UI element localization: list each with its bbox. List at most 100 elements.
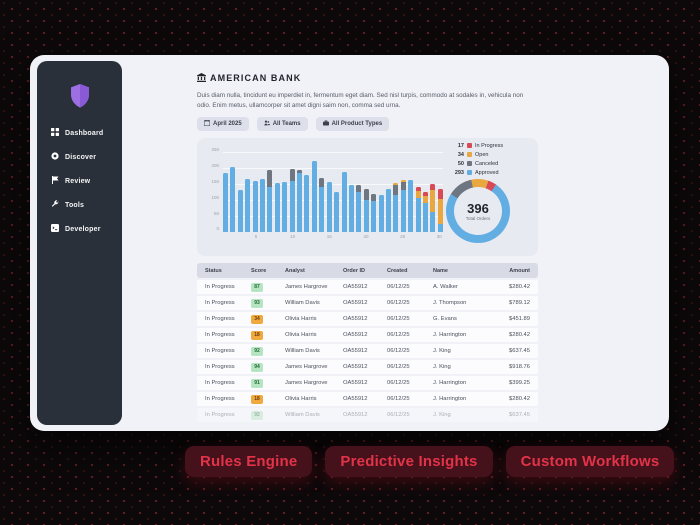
- cell-score: 92: [251, 410, 285, 420]
- bar: [408, 179, 414, 232]
- cell-score: 34: [251, 314, 285, 324]
- bar: [400, 179, 406, 232]
- bar: [230, 167, 236, 232]
- cell-score: 18: [251, 394, 285, 404]
- chart-legend: 17 In Progress 34 Open 50 Canceled 293 Approved: [449, 141, 533, 177]
- predictive-insights-button[interactable]: Predictive Insights: [325, 446, 493, 477]
- wrench-icon: [51, 200, 59, 210]
- filter-product-types-label: All Product Types: [331, 121, 383, 127]
- cell-name: J. Harrington: [433, 332, 467, 338]
- donut-chart: 396 Total Orders: [446, 179, 510, 243]
- cell-amount: $451.89: [509, 316, 530, 322]
- sidebar-item-dashboard[interactable]: Dashboard: [37, 121, 122, 145]
- cell-status: In Progress: [205, 380, 235, 386]
- bar: [430, 184, 436, 232]
- table-row[interactable]: In Progress 92 William Davis OA55912 06/12/2…: [197, 344, 538, 358]
- cell-order-id: OA55912: [343, 332, 368, 338]
- table-row[interactable]: In Progress 18 Olivia Harris OA55912 06/12/2…: [197, 392, 538, 406]
- bar: [385, 189, 391, 232]
- bar: [289, 169, 295, 232]
- app-window: Dashboard Discover Review Tools Develope…: [30, 55, 669, 431]
- table-row[interactable]: In Progress 93 William Davis OA55912 06/12/2…: [197, 296, 538, 310]
- page-title: AMERICAN BANK: [210, 73, 302, 83]
- table-row[interactable]: In Progress 91 James Hargrove OA55912 06/12/…: [197, 376, 538, 390]
- legend-swatch: [467, 161, 472, 166]
- x-axis: 5 10 15 20 25 30: [254, 234, 442, 239]
- col-analyst: Analyst: [285, 267, 305, 274]
- filter-date[interactable]: April 2025: [197, 117, 249, 131]
- cell-analyst: William Davis: [285, 300, 320, 306]
- col-status: Status: [205, 267, 222, 274]
- cell-created: 06/12/25: [387, 364, 410, 370]
- cell-name: J. King: [433, 348, 451, 354]
- sidebar-item-label: Discover: [65, 153, 97, 161]
- target-icon: [51, 152, 59, 162]
- score-badge: 34: [251, 314, 263, 324]
- bar: [334, 192, 340, 232]
- legend-swatch: [467, 143, 472, 148]
- cell-created: 06/12/25: [387, 284, 410, 290]
- cell-status: In Progress: [205, 332, 235, 338]
- col-score: Score: [251, 267, 267, 274]
- cell-amount: $789.12: [509, 300, 530, 306]
- table-row[interactable]: In Progress 18 Olivia Harris OA55912 06/12/2…: [197, 328, 538, 342]
- sidebar-item-label: Review: [65, 177, 91, 185]
- sidebar-item-discover[interactable]: Discover: [37, 145, 122, 169]
- chart-panel: 250 200 150 100 50 0 5 10 15 20 25 30 17 In Progres…: [197, 138, 538, 256]
- table-row[interactable]: In Progress 94 James Hargrove OA55912 06/12/…: [197, 360, 538, 374]
- bar: [356, 185, 362, 232]
- sidebar-item-label: Tools: [65, 201, 85, 209]
- filter-date-label: April 2025: [213, 121, 242, 127]
- filter-product-types[interactable]: All Product Types: [315, 117, 390, 131]
- sidebar-item-tools[interactable]: Tools: [37, 193, 122, 217]
- table-row[interactable]: In Progress 92 William Davis OA55912 06/12/2…: [197, 408, 538, 422]
- cell-name: J. Harrington: [433, 396, 467, 402]
- score-badge: 93: [251, 298, 263, 308]
- cell-name: J. King: [433, 364, 451, 370]
- cell-order-id: OA55912: [343, 300, 368, 306]
- cell-status: In Progress: [205, 316, 235, 322]
- cell-amount: $637.45: [509, 412, 530, 418]
- cell-analyst: Olivia Harris: [285, 396, 317, 402]
- cell-name: J. Harrington: [433, 380, 467, 386]
- sidebar-item-review[interactable]: Review: [37, 169, 122, 193]
- cell-status: In Progress: [205, 284, 235, 290]
- bar: [326, 181, 332, 232]
- col-created: Created: [387, 267, 408, 274]
- cell-name: J. Thompson: [433, 300, 467, 306]
- cell-status: In Progress: [205, 412, 235, 418]
- cell-amount: $280.42: [509, 332, 530, 338]
- cell-score: 91: [251, 378, 285, 388]
- cell-created: 06/12/25: [387, 380, 410, 386]
- cell-amount: $399.25: [509, 380, 530, 386]
- cell-analyst: Olivia Harris: [285, 332, 317, 338]
- total-orders-value: 396: [467, 200, 489, 216]
- legend-swatch: [467, 170, 472, 175]
- cell-analyst: Olivia Harris: [285, 316, 317, 322]
- cell-created: 06/12/25: [387, 316, 410, 322]
- custom-workflows-button[interactable]: Custom Workflows: [505, 446, 675, 477]
- filter-teams[interactable]: All Teams: [256, 117, 308, 131]
- bar: [371, 193, 377, 232]
- cell-score: 94: [251, 362, 285, 372]
- cell-created: 06/12/25: [387, 300, 410, 306]
- sidebar-item-developer[interactable]: Developer: [37, 217, 122, 241]
- rules-engine-button[interactable]: Rules Engine: [185, 446, 313, 477]
- legend-swatch: [467, 152, 472, 157]
- legend-row: 50 Canceled: [457, 160, 499, 167]
- cell-created: 06/12/25: [387, 396, 410, 402]
- legend-row: 34 Open: [457, 151, 489, 158]
- table-row[interactable]: In Progress 34 Olivia Harris OA55912 06/12/2…: [197, 312, 538, 326]
- score-badge: 94: [251, 362, 263, 372]
- bar: [319, 178, 325, 232]
- score-badge: 92: [251, 410, 263, 420]
- cell-order-id: OA55912: [343, 380, 368, 386]
- score-badge: 87: [251, 282, 263, 292]
- cell-order-id: OA55912: [343, 348, 368, 354]
- bar: [252, 180, 258, 232]
- orders-table: Status Score Analyst Order ID Created Na…: [197, 263, 538, 422]
- cell-order-id: OA55912: [343, 412, 368, 418]
- table-row[interactable]: In Progress 87 James Hargrove OA55912 06/12/…: [197, 280, 538, 294]
- cell-order-id: OA55912: [343, 364, 368, 370]
- bar: [260, 178, 266, 232]
